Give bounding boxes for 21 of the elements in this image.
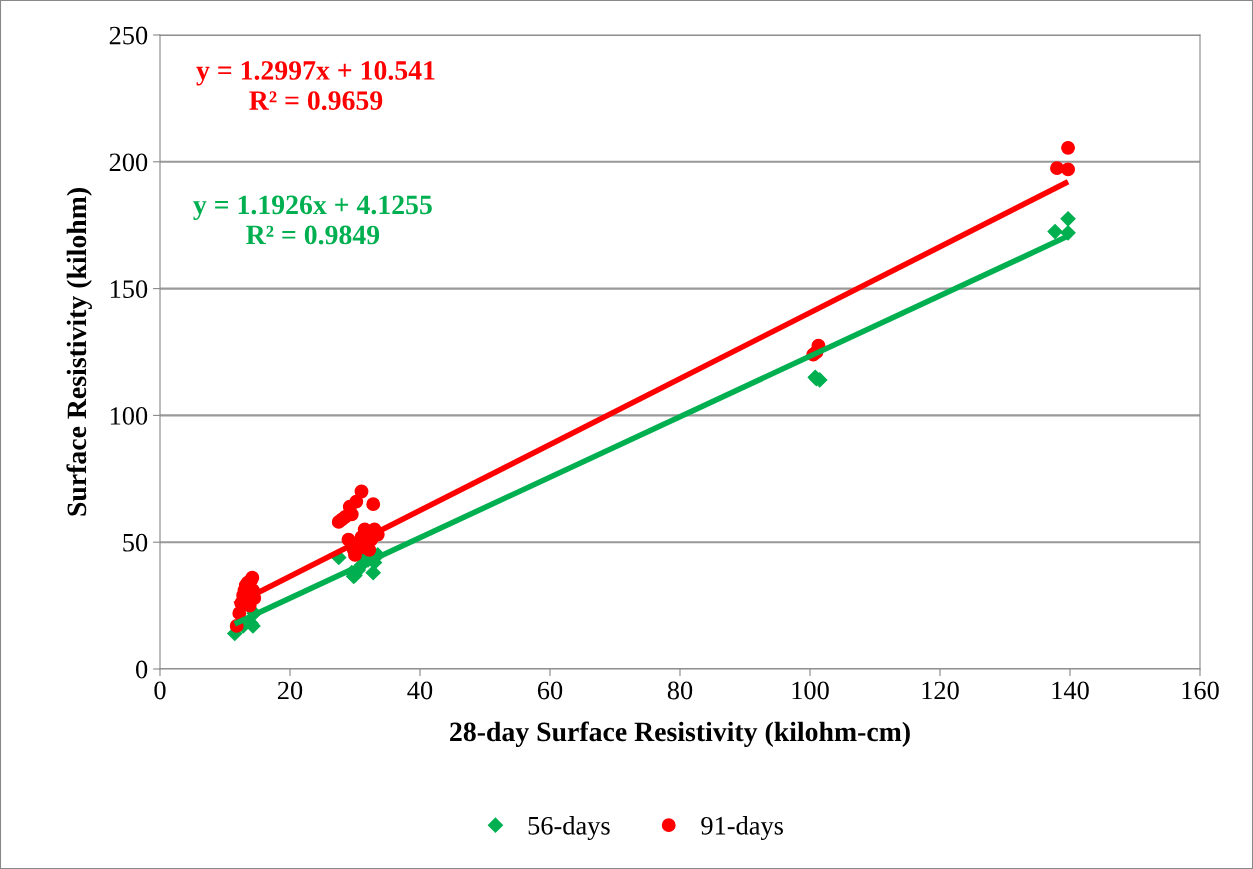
y-tick-label: 200 [109,153,148,172]
x-tick-label: 20 [277,681,303,700]
y-axis-title: Surface Resistivity (kilohm) [66,188,92,516]
y-tick-label: 0 [136,660,148,679]
x-tick-label: 0 [154,681,166,700]
x-tick-label: 80 [667,681,693,700]
legend-label: 56-days [528,816,610,841]
x-tick-label: 140 [1052,681,1089,700]
x-tick-label: 60 [537,681,563,700]
legend-label: 91-days [701,816,783,841]
x-tick-label: 100 [792,681,829,700]
y-tick-label: 150 [110,280,148,299]
annotation: y = 1.1926x + 4.1255 R² = 0.9849 [193,195,432,245]
x-tick-label: 160 [1182,681,1219,700]
x-tick-label: 40 [407,681,433,700]
annotation: y = 1.2997x + 10.541 R² = 0.9659 [196,61,435,111]
x-tick-label: 120 [922,681,959,700]
x-axis-title: 28-day Surface Resistivity (kilohm-cm) [450,721,910,747]
y-tick-label: 100 [110,407,148,425]
y-tick-label: 250 [109,26,148,45]
y-tick-label: 50 [123,533,148,552]
